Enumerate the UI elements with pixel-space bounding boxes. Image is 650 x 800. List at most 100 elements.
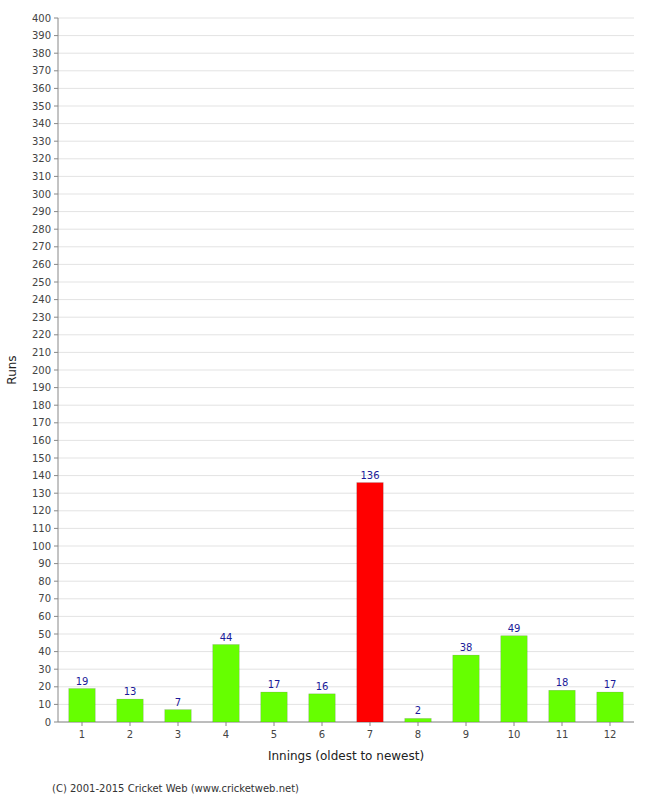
y-tick-label: 300 (32, 189, 51, 200)
grid-line (58, 528, 634, 529)
y-tick (54, 53, 58, 54)
x-axis-label: Innings (oldest to newest) (268, 749, 424, 763)
data-label: 49 (508, 623, 521, 634)
grid-line (58, 106, 634, 107)
grid-line (58, 458, 634, 459)
data-label: 19 (76, 676, 89, 687)
y-tick (54, 528, 58, 529)
grid-line (58, 651, 634, 652)
data-label: 7 (175, 697, 181, 708)
data-label: 13 (124, 686, 137, 697)
grid-line (58, 581, 634, 582)
y-tick-label: 150 (32, 453, 51, 464)
grid-line (58, 510, 634, 511)
y-tick-label: 310 (32, 171, 51, 182)
data-labels: 19137441716136238491817 (76, 470, 617, 717)
y-tick (54, 598, 58, 599)
y-tick-label: 120 (32, 505, 51, 516)
grid-line (58, 35, 634, 36)
y-tick-label: 20 (38, 681, 51, 692)
y-tick (54, 510, 58, 511)
x-tick-label: 3 (175, 729, 181, 740)
grid-line (58, 546, 634, 547)
grid-line (58, 18, 634, 19)
x-tick (226, 722, 227, 726)
grid-line (58, 334, 634, 335)
x-tick-label: 9 (463, 729, 469, 740)
y-tick (54, 440, 58, 441)
x-tick (178, 722, 179, 726)
bar (165, 710, 191, 722)
bar (405, 718, 431, 722)
y-tick-label: 390 (32, 30, 51, 41)
grid-line (58, 211, 634, 212)
y-tick (54, 651, 58, 652)
data-label: 2 (415, 705, 421, 716)
x-tick-label: 4 (223, 729, 229, 740)
y-axis-label: Runs (5, 355, 19, 384)
y-tick-label: 10 (38, 699, 51, 710)
grid-line (58, 598, 634, 599)
y-tick (54, 686, 58, 687)
y-tick-label: 180 (32, 400, 51, 411)
y-tick (54, 563, 58, 564)
grid-line (58, 493, 634, 494)
y-tick-label: 340 (32, 118, 51, 129)
grid-line (58, 669, 634, 670)
grid-line (58, 246, 634, 247)
data-label: 17 (604, 679, 617, 690)
data-label: 136 (360, 470, 379, 481)
grid-line (58, 722, 634, 723)
y-tick (54, 722, 58, 723)
y-tick (54, 70, 58, 71)
grid-line (58, 158, 634, 159)
y-tick (54, 282, 58, 283)
grid (58, 18, 634, 722)
y-tick-label: 70 (38, 593, 51, 604)
y-tick-label: 40 (38, 646, 51, 657)
y-tick-label: 80 (38, 576, 51, 587)
y-tick-label: 230 (32, 312, 51, 323)
y-tick-label: 270 (32, 241, 51, 252)
bar (597, 692, 623, 722)
y-tick (54, 546, 58, 547)
y-tick (54, 387, 58, 388)
y-tick (54, 334, 58, 335)
grid-line (58, 141, 634, 142)
y-tick-label: 280 (32, 224, 51, 235)
grid-line (58, 370, 634, 371)
y-tick-label: 380 (32, 48, 51, 59)
x-tick-label: 12 (604, 729, 617, 740)
bar (261, 692, 287, 722)
data-label: 16 (316, 681, 329, 692)
grid-line (58, 405, 634, 406)
y-tick (54, 18, 58, 19)
y-tick (54, 211, 58, 212)
y-tick (54, 616, 58, 617)
y-tick-label: 140 (32, 470, 51, 481)
x-axis-line (58, 722, 634, 723)
y-tick-label: 50 (38, 629, 51, 640)
y-tick (54, 229, 58, 230)
y-tick-label: 170 (32, 417, 51, 428)
grid-line (58, 475, 634, 476)
axes: 0102030405060708090100110120130140150160… (32, 13, 634, 741)
x-tick-label: 7 (367, 729, 373, 740)
y-tick-label: 160 (32, 435, 51, 446)
data-label: 18 (556, 677, 569, 688)
page: {"chart_data": {"type": "bar", "categori… (0, 0, 650, 800)
grid-line (58, 563, 634, 564)
y-tick-label: 240 (32, 294, 51, 305)
y-tick-label: 290 (32, 206, 51, 217)
x-tick-label: 1 (79, 729, 85, 740)
y-tick (54, 176, 58, 177)
bar (117, 699, 143, 722)
y-tick (54, 493, 58, 494)
chart-svg: 0102030405060708090100110120130140150160… (0, 0, 650, 800)
bar (501, 636, 527, 722)
grid-line (58, 264, 634, 265)
y-tick-label: 250 (32, 277, 51, 288)
y-tick-label: 320 (32, 153, 51, 164)
grid-line (58, 704, 634, 705)
y-tick (54, 141, 58, 142)
